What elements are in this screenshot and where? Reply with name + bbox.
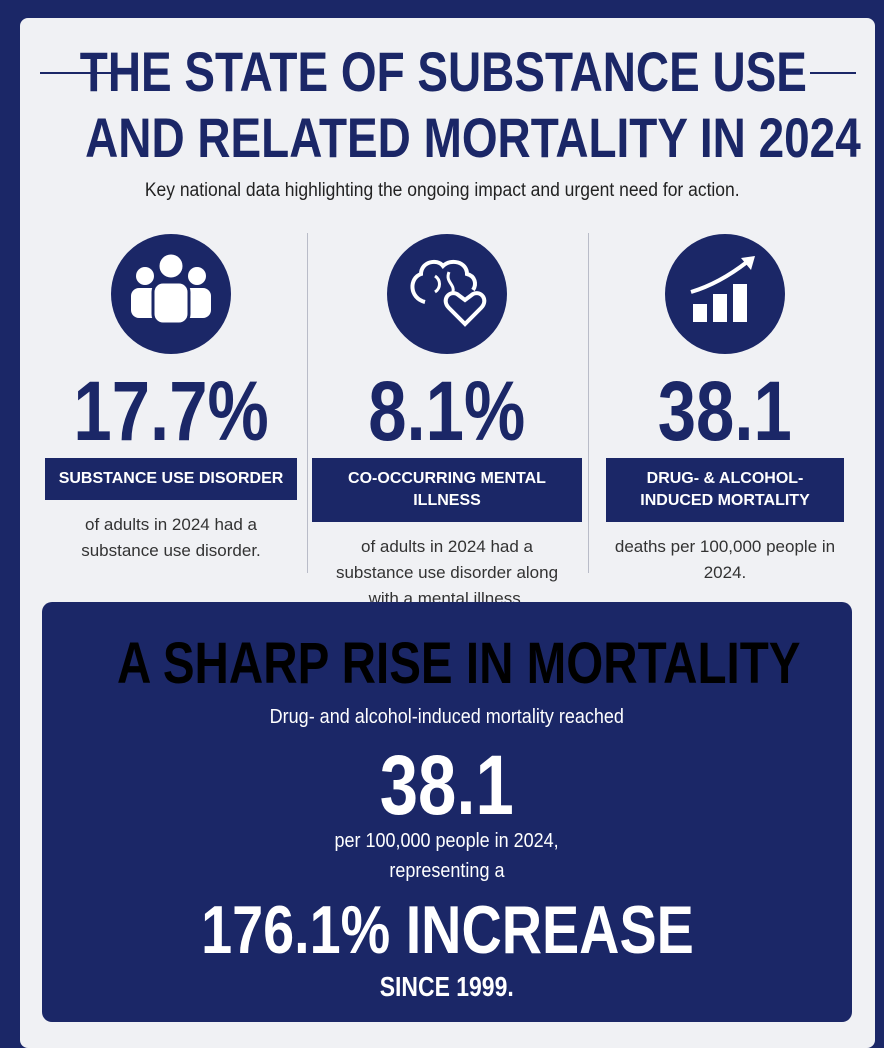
since-text: SINCE 1999. [379,971,514,1002]
highlight-text: per 100,000 people in 2024, [42,830,852,853]
increase-text: 176.1% INCREASE [200,892,694,968]
line-text: per 100,000 people in 2024, [334,830,560,852]
stat-label: SUBSTANCE USE DISORDER [44,458,298,500]
line-text: representing a [389,860,505,882]
intro-text: Drug- and alcohol-induced mortality reac… [269,706,625,728]
stat-label: CO-OCCURRING MENTAL ILLNESS [312,458,582,522]
stat-description: of adults in 2024 had a substance use di… [335,537,559,608]
highlight-box [42,602,852,1022]
stat-description: deaths per 100,000 people in 2024. [614,537,836,582]
stat-label: DRUG- & ALCOHOL-INDUCED MORTALITY [606,458,844,522]
stat-card: 17.7% SUBSTANCE USE DISORDER of adults i… [36,232,306,564]
stat-description: of adults in 2024 had a substance use di… [81,515,261,560]
brain-heart-icon [387,234,507,354]
highlight-increase: 176.1% INCREASE [42,892,852,968]
title: THE STATE OF SUBSTANCE USE [0,42,884,102]
stat-value: 17.7% [73,364,269,458]
title-line: THE STATE OF SUBSTANCE USE [79,40,807,103]
stat-card: 8.1% CO-OCCURRING MENTAL ILLNESS of adul… [312,232,582,612]
title: AND RELATED MORTALITY IN 2024 [0,108,884,168]
title-rule [40,72,112,74]
people-icon [111,234,231,354]
stat-value: 38.1 [657,364,793,458]
divider [307,233,308,573]
title-line: AND RELATED MORTALITY IN 2024 [85,106,861,169]
heading-text: A SHARP RISE IN MORTALITY [117,631,801,696]
title-rule [810,72,856,74]
divider [588,233,589,573]
subtitle-text: Key national data highlighting the ongoi… [144,180,740,201]
stat-value: 8.1% [368,364,526,458]
value-text: 38.1 [379,738,515,832]
stat-card: 38.1 DRUG- & ALCOHOL-INDUCED MORTALITY d… [590,232,860,586]
highlight-heading: A SHARP RISE IN MORTALITY [42,630,852,697]
highlight-value: 38.1 [42,740,852,830]
highlight-text: Drug- and alcohol-induced mortality reac… [42,706,852,729]
rising-chart-icon [665,234,785,354]
highlight-since: SINCE 1999. [42,970,852,1004]
subtitle: Key national data highlighting the ongoi… [0,180,884,202]
highlight-text: representing a [42,860,852,883]
